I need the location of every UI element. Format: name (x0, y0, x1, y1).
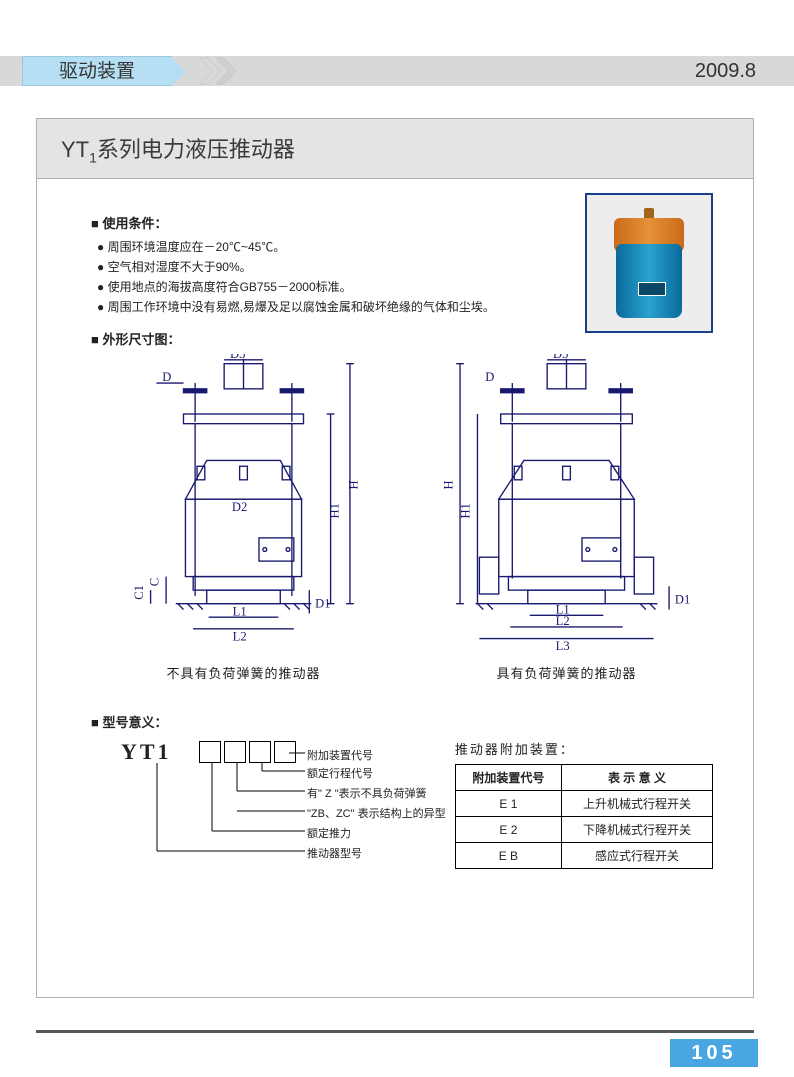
svg-text:C1: C1 (132, 585, 146, 600)
diagram-right-caption: 具有负荷弹簧的推动器 (420, 663, 713, 682)
table-row: 附加装置代号 表 示 意 义 (455, 765, 712, 791)
svg-text:D3: D3 (230, 354, 245, 361)
header-tab-label: 驱动装置 (59, 61, 135, 82)
diagram-row: D3 D H H1 D2 L1 L2 D1 C C1 不具有负荷弹簧的推动器 (97, 354, 713, 682)
svg-text:D3: D3 (553, 354, 568, 361)
table-cell: E B (455, 843, 561, 869)
svg-text:D2: D2 (232, 500, 247, 514)
svg-text:H1: H1 (327, 503, 341, 518)
title-suffix: 系列电力液压推动器 (97, 137, 295, 162)
svg-text:H1: H1 (459, 503, 473, 518)
page-title: YT1系列电力液压推动器 (61, 132, 295, 165)
table-row: E B 感应式行程开关 (455, 843, 712, 869)
model-code-diagram: YT1 附加装置代号 (97, 739, 405, 899)
svg-text:D: D (485, 370, 494, 384)
table-header: 表 示 意 义 (561, 765, 712, 791)
table-cell: 下降机械式行程开关 (561, 817, 712, 843)
title-block: YT1系列电力液压推动器 (37, 119, 753, 179)
model-label: 推动器型号 (307, 845, 362, 861)
table-row: E 2 下降机械式行程开关 (455, 817, 712, 843)
header-chevrons (198, 56, 258, 86)
diagram-left-svg: D3 D H H1 D2 L1 L2 D1 C C1 (97, 354, 390, 654)
diagram-left-caption: 不具有负荷弹簧的推动器 (97, 663, 390, 682)
svg-text:L1: L1 (233, 604, 247, 618)
accessory-table: 附加装置代号 表 示 意 义 E 1 上升机械式行程开关 E 2 下降机械式行程… (455, 764, 713, 869)
svg-text:H: H (441, 480, 455, 489)
svg-text:D: D (162, 370, 171, 384)
title-subscript: 1 (89, 149, 97, 165)
svg-text:D1: D1 (675, 593, 690, 607)
pump-illustration (608, 208, 690, 318)
footer-rule (36, 1030, 754, 1033)
svg-text:L3: L3 (556, 639, 570, 653)
table-header: 附加装置代号 (455, 765, 561, 791)
table-row: E 1 上升机械式行程开关 (455, 791, 712, 817)
model-label: 额定推力 (307, 825, 351, 841)
accessory-title: 推动器附加装置： (455, 739, 713, 758)
svg-text:D1: D1 (315, 597, 330, 611)
diagram-right: D3 D H H1 L1 L2 L3 D1 具有负荷弹簧的推动器 (420, 354, 713, 682)
product-photo (585, 193, 713, 333)
diagram-left: D3 D H H1 D2 L1 L2 D1 C C1 不具有负荷弹簧的推动器 (97, 354, 390, 682)
model-heading: 型号意义： (91, 712, 713, 731)
table-cell: 上升机械式行程开关 (561, 791, 712, 817)
header-date: 2009.8 (695, 56, 756, 86)
page-number: 105 (670, 1039, 758, 1067)
table-cell: E 1 (455, 791, 561, 817)
body-area: 使用条件： 周围环境温度应在－20℃~45℃。 空气相对湿度不大于90%。 使用… (37, 179, 753, 899)
document-frame: YT1系列电力液压推动器 使用条件： 周围环境温度应在－20℃~45℃。 空气相… (36, 118, 754, 998)
model-label: 额定行程代号 (307, 765, 373, 781)
svg-text:H: H (347, 480, 361, 489)
table-cell: E 2 (455, 817, 561, 843)
header-tab: 驱动装置 (22, 56, 172, 86)
diagram-right-svg: D3 D H H1 L1 L2 L3 D1 (420, 354, 713, 654)
title-prefix: YT (61, 137, 89, 162)
svg-text:L2: L2 (233, 629, 247, 643)
model-label: 有" Z "表示不具负荷弹簧 (307, 785, 427, 801)
model-area: YT1 附加装置代号 (97, 739, 713, 899)
model-label: "ZB、ZC" 表示结构上的异型 (307, 805, 446, 821)
model-label: 附加装置代号 (307, 747, 373, 763)
table-cell: 感应式行程开关 (561, 843, 712, 869)
accessory-block: 推动器附加装置： 附加装置代号 表 示 意 义 E 1 上升机械式行程开关 E … (455, 739, 713, 899)
svg-text:C: C (147, 578, 161, 586)
model-section: 型号意义： YT1 (97, 712, 713, 899)
svg-text:L2: L2 (556, 614, 570, 628)
